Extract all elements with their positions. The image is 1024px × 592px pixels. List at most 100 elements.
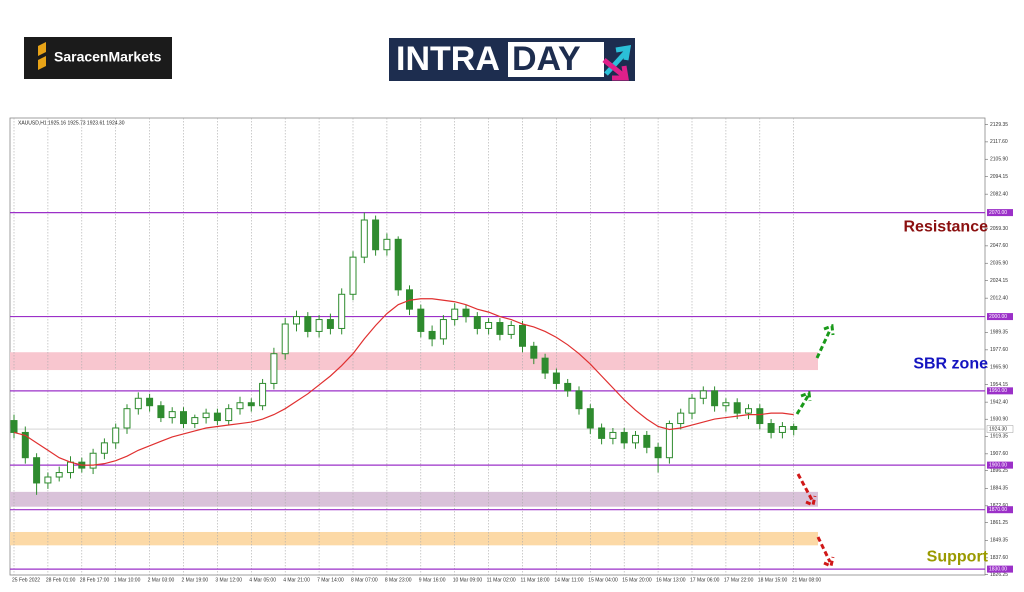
current-price-tag	[986, 425, 1014, 433]
x-tick-label: 18 Mar 15:00	[758, 577, 788, 583]
x-tick-label: 3 Mar 12:00	[215, 577, 242, 583]
candle-body	[191, 417, 199, 425]
x-tick-label: 11 Mar 18:00	[521, 577, 550, 583]
y-tick-label: 2024.15	[990, 278, 1008, 284]
candle-body	[270, 353, 278, 384]
y-tick-label: 2105.90	[990, 157, 1008, 163]
x-tick-label: 28 Feb 01:00	[46, 577, 76, 583]
candle-body	[304, 316, 312, 332]
candle-body	[677, 412, 685, 425]
candle-body	[247, 402, 255, 407]
y-tick-label: 2035.90	[990, 261, 1008, 267]
candle-body	[134, 397, 142, 410]
y-tick-label: 1884.35	[990, 486, 1008, 492]
candle-body	[598, 427, 606, 439]
candle-body	[485, 322, 493, 329]
candle-body	[123, 408, 131, 429]
zone	[10, 352, 818, 371]
candle-body	[778, 426, 786, 433]
candle-body	[67, 461, 74, 474]
candle-body	[326, 319, 334, 329]
x-tick-label: 17 Mar 06:00	[690, 577, 720, 583]
title-box	[508, 42, 604, 77]
candle-body	[21, 431, 29, 459]
title-part: DAY	[512, 40, 581, 78]
candle-body	[315, 319, 323, 332]
level-tag	[987, 313, 1013, 321]
y-tick-label: 2117.60	[990, 139, 1008, 145]
level-label: 1830.00	[989, 566, 1007, 572]
candle-body	[213, 412, 221, 422]
candle-body	[541, 357, 549, 374]
y-tick-label: 1849.35	[990, 538, 1008, 544]
level-label: 1950.00	[989, 388, 1007, 394]
title-arrow	[604, 44, 632, 76]
candle-body	[564, 382, 572, 392]
candle-body	[225, 408, 233, 422]
candle-body	[473, 316, 481, 329]
y-tick-label: 1861.25	[990, 520, 1008, 526]
level-tag	[987, 461, 1013, 469]
x-tick-label: 1 Mar 10:00	[114, 577, 141, 583]
candle-body	[10, 420, 18, 433]
candle-body	[496, 322, 504, 335]
candle-body	[146, 397, 154, 407]
x-tick-label: 9 Mar 16:00	[419, 577, 446, 583]
level-tag	[987, 387, 1013, 395]
candle-body	[360, 219, 368, 258]
candle-body	[383, 238, 391, 251]
y-tick-label: 1942.40	[990, 399, 1008, 405]
candle-body	[575, 390, 583, 410]
candle-body	[620, 431, 628, 444]
candle-body	[643, 434, 651, 448]
y-tick-label: 1837.60	[990, 555, 1008, 561]
candle-body	[530, 345, 538, 359]
zone	[10, 531, 818, 546]
x-tick-label: 10 Mar 09:00	[453, 577, 483, 583]
y-tick-label: 2094.15	[990, 174, 1008, 180]
candle-body	[259, 382, 267, 407]
down-arrow	[796, 473, 817, 508]
brand-icon	[38, 42, 46, 70]
candle-body	[168, 411, 176, 419]
y-tick-label: 1954.15	[990, 382, 1008, 388]
y-tick-label: 2059.30	[990, 226, 1008, 232]
brand-name: SaracenMarkets	[54, 49, 162, 65]
candle-body	[586, 408, 594, 429]
x-tick-label: 15 Mar 04:00	[588, 577, 618, 583]
up-arrow	[795, 390, 812, 415]
candle-body	[609, 431, 617, 439]
candle-body	[338, 293, 346, 329]
candle-body	[688, 397, 696, 414]
y-tick-label: 2082.40	[990, 191, 1008, 197]
y-tick-label: 1896.25	[990, 468, 1008, 474]
candle-body	[372, 219, 380, 251]
y-tick-label: 1977.60	[990, 347, 1008, 353]
candle-body	[711, 390, 719, 407]
annotation: Support	[927, 548, 989, 565]
candle-body	[722, 402, 730, 407]
candle-body	[699, 390, 707, 399]
candle-body	[451, 308, 459, 321]
title-arrow	[602, 58, 629, 81]
level-label: 2070.00	[989, 210, 1007, 216]
chart-title: XAUUSD,H1 1925.16 1925.73 1923.61 1924.3…	[18, 120, 125, 126]
x-tick-label: 7 Mar 14:00	[317, 577, 344, 583]
up-arrow	[815, 323, 835, 359]
current-price-label: 1924.30	[989, 426, 1007, 432]
x-tick-label: 4 Mar 21:00	[283, 577, 310, 583]
x-tick-label: 4 Mar 05:00	[249, 577, 276, 583]
candle-body	[552, 372, 560, 384]
y-tick-label: 1989.35	[990, 330, 1008, 336]
x-tick-label: 11 Mar 02:00	[487, 577, 516, 583]
candle-body	[767, 423, 775, 433]
candle-body	[44, 476, 52, 484]
y-tick-label: 1826.25	[990, 572, 1008, 578]
x-tick-label: 25 Feb 2022	[12, 577, 40, 583]
zone	[10, 491, 818, 507]
y-tick-label: 1930.90	[990, 417, 1008, 423]
plot-frame	[9, 117, 986, 576]
candle-body	[790, 426, 798, 430]
candle-body	[519, 324, 526, 347]
